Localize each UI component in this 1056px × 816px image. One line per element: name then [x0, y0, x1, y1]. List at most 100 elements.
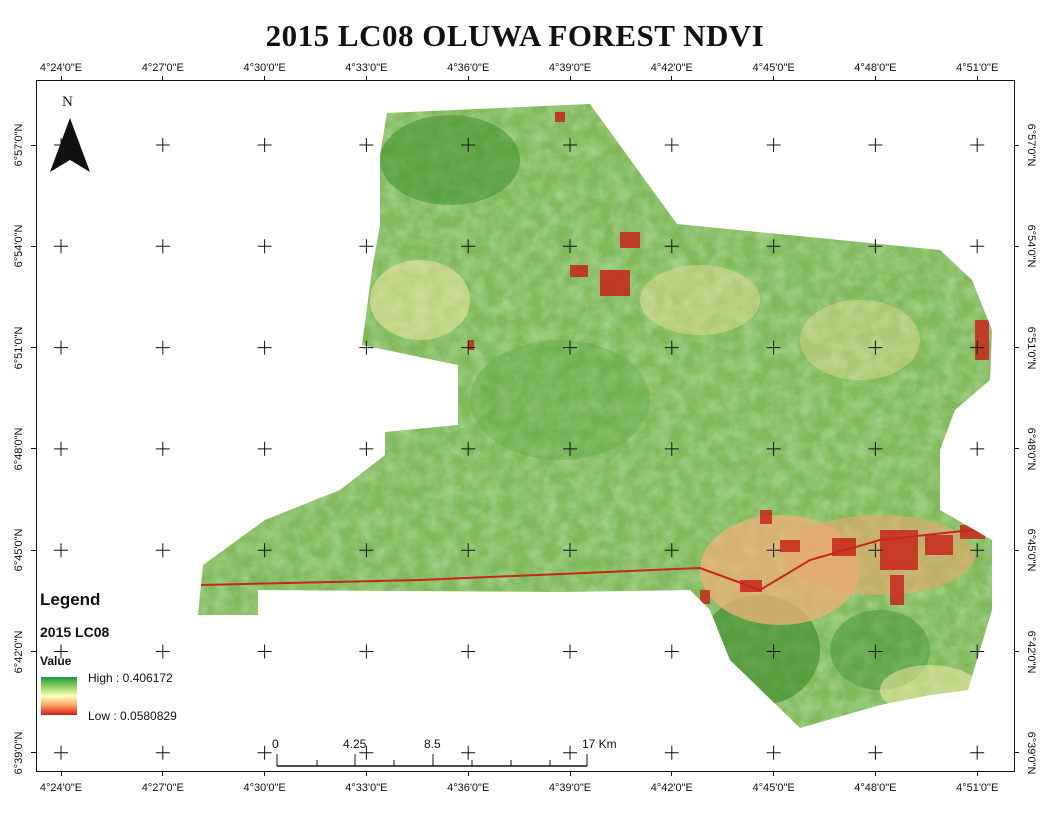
latitude-tick — [31, 245, 36, 247]
longitude-label-bot: 4°24'0"E — [39, 782, 83, 794]
longitude-label-top: 4°48'0"E — [854, 62, 897, 74]
longitude-label-bot: 4°27'0"E — [141, 782, 184, 794]
graticule-cross — [563, 441, 577, 456]
graticule-cross — [461, 441, 476, 456]
longitude-tick — [467, 771, 469, 776]
graticule-cross — [970, 239, 985, 254]
graticule-cross — [970, 138, 985, 152]
graticule-cross — [359, 340, 374, 355]
longitude-tick — [671, 76, 673, 81]
graticule-cross — [461, 543, 476, 558]
latitude-label-left: 6°54'0"N — [13, 224, 25, 268]
graticule-cross — [970, 543, 985, 558]
graticule-cross — [664, 644, 679, 659]
graticule-cross — [664, 239, 679, 254]
graticule-cross — [664, 745, 679, 760]
scale-label-1: 4.25 — [343, 737, 367, 751]
graticule-cross — [664, 138, 679, 152]
graticule-cross — [359, 644, 374, 659]
legend-color-ramp — [41, 677, 77, 715]
latitude-tick — [31, 144, 36, 146]
latitude-label-left: 6°57'0"N — [13, 123, 25, 167]
longitude-tick — [162, 76, 164, 81]
graticule-cross — [664, 441, 679, 456]
legend-low-label: Low : 0.0580829 — [88, 709, 177, 723]
longitude-tick — [365, 771, 367, 776]
graticule-cross — [54, 239, 68, 254]
scale-label-0: 0 — [272, 737, 279, 751]
graticule-cross — [970, 441, 985, 456]
graticule-cross — [257, 340, 272, 355]
graticule-cross — [563, 543, 577, 558]
latitude-tick — [1014, 651, 1019, 652]
graticule-cross — [359, 138, 374, 152]
graticule-cross — [970, 644, 985, 659]
graticule-cross — [868, 340, 883, 355]
latitude-tick — [1014, 347, 1019, 349]
graticule-cross — [155, 543, 170, 558]
graticule-cross — [461, 239, 476, 254]
north-arrow-label: N — [62, 94, 73, 110]
graticule-cross — [359, 239, 374, 254]
graticule-cross — [257, 644, 272, 659]
graticule-cross — [155, 745, 170, 760]
longitude-tick — [365, 76, 367, 81]
graticule-cross — [766, 543, 781, 558]
latitude-tick — [1014, 245, 1019, 247]
graticule-cross — [155, 644, 170, 659]
longitude-label-bot: 4°39'0"E — [548, 782, 592, 794]
graticule-cross — [563, 340, 577, 355]
graticule-cross — [563, 138, 577, 152]
longitude-tick — [569, 76, 571, 81]
graticule-cross — [359, 543, 374, 558]
graticule-cross — [664, 340, 679, 355]
longitude-label-bot: 4°42'0"E — [650, 782, 693, 794]
graticule-cross — [868, 239, 883, 254]
graticule-cross — [766, 644, 781, 659]
graticule-cross — [54, 543, 68, 558]
latitude-tick — [31, 347, 36, 349]
latitude-tick — [1014, 549, 1019, 551]
latitude-label-left: 6°51'0"N — [13, 326, 25, 370]
graticule-cross — [563, 644, 577, 659]
longitude-label-top: 4°45'0"E — [752, 62, 795, 74]
north-arrow-icon — [50, 118, 90, 172]
graticule-cross — [461, 138, 476, 152]
map-title: 2015 LC08 OLUWA FOREST NDVI — [265, 18, 765, 53]
latitude-tick — [31, 448, 36, 450]
longitude-label-top: 4°39'0"E — [548, 62, 592, 74]
scale-bar-line — [276, 754, 588, 767]
latitude-label-right: 6°45'0"N — [1025, 528, 1037, 572]
graticule-cross — [54, 441, 68, 456]
graticule-cross — [257, 543, 272, 558]
graticule-cross — [868, 543, 883, 558]
graticule-cross — [766, 441, 781, 456]
graticule-cross — [664, 543, 679, 558]
graticule-cross — [766, 340, 781, 355]
longitude-label-top: 4°24'0"E — [39, 62, 83, 74]
scale-label-2: 8.5 — [424, 737, 441, 751]
latitude-label-left: 6°45'0"N — [13, 528, 25, 572]
latitude-tick — [31, 752, 36, 754]
latitude-label-left: 6°42'0"N — [13, 630, 25, 673]
graticule-cross — [54, 340, 68, 355]
graticule-cross — [359, 745, 374, 760]
latitude-label-right: 6°39'0"N — [1025, 731, 1037, 775]
graticule-cross — [868, 745, 883, 760]
graticule-cross — [461, 340, 476, 355]
longitude-label-top: 4°27'0"E — [141, 62, 184, 74]
legend-layer-name: 2015 LC08 — [40, 624, 110, 640]
longitude-label-bot: 4°30'0"E — [243, 782, 286, 794]
legend-field-name: Value — [40, 654, 72, 668]
graticule-cross — [54, 644, 68, 659]
graticule-cross — [54, 745, 68, 760]
graticule-cross — [970, 340, 985, 355]
longitude-label-top: 4°36'0"E — [447, 62, 490, 74]
graticule-cross — [563, 745, 577, 760]
longitude-tick — [264, 76, 266, 81]
graticule-cross — [868, 138, 883, 152]
graticule-cross — [359, 441, 374, 456]
longitude-label-top: 4°51'0"E — [956, 62, 999, 74]
longitude-tick — [60, 771, 62, 776]
